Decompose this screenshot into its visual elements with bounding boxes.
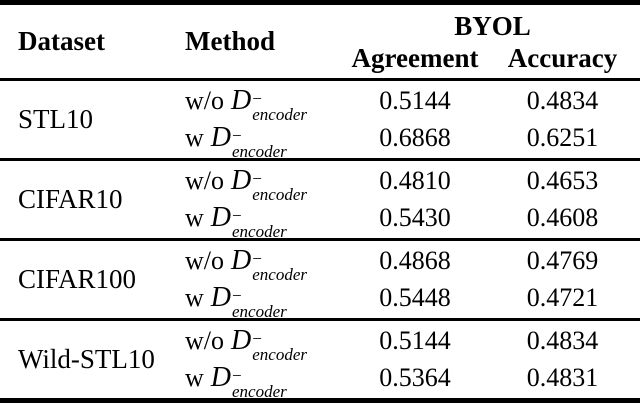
minus-superscript: − (252, 328, 262, 348)
table-section-stl10: STL10 w/o D − encoder 0.5144 0.4834 w D − enco… (0, 81, 640, 160)
table-row: w D − encoder 0.5430 0.4608 (165, 200, 640, 240)
method-label: w/o D − encoder (165, 85, 345, 123)
table-row: w/o D − encoder 0.5144 0.4834 (165, 323, 640, 363)
minus-superscript: − (232, 125, 242, 145)
d-scripts: − encoder (252, 88, 307, 124)
accuracy-value: 0.4608 (526, 203, 599, 232)
header-byol: BYOL (454, 10, 531, 41)
accuracy-value: 0.4721 (526, 283, 599, 312)
agreement-value: 0.4810 (379, 166, 451, 195)
top-rule (0, 0, 640, 5)
minus-superscript: − (252, 168, 262, 188)
table-section-cifar10: CIFAR10 w/o D − encoder 0.4810 0.4653 w D − en… (0, 161, 640, 240)
method-prefix: w (185, 123, 204, 152)
header-accuracy: Accuracy (507, 42, 618, 73)
minus-superscript: − (252, 88, 262, 108)
accuracy-value: 0.4834 (526, 326, 599, 355)
section-rows: w/o D − encoder 0.5144 0.4834 w D − encoder 0.… (165, 81, 640, 160)
method-prefix: w/o (185, 326, 224, 355)
table-header: Dataset Method BYOL Agreement Accuracy (0, 5, 640, 78)
d-scripts: − encoder (232, 125, 287, 161)
header-agreement: Agreement (351, 42, 479, 73)
accuracy-value: 0.4653 (526, 166, 599, 195)
accuracy-value: 0.6251 (526, 123, 599, 152)
dataset-label: CIFAR10 (18, 184, 123, 214)
method-label: w/o D − encoder (165, 325, 345, 363)
method-prefix: w/o (185, 166, 224, 195)
section-rows: w/o D − encoder 0.4810 0.4653 w D − encoder 0.… (165, 161, 640, 240)
method-label: w D − encoder (165, 362, 345, 400)
agreement-value: 0.5364 (379, 363, 451, 392)
agreement-value: 0.4868 (379, 246, 451, 275)
minus-superscript: − (232, 205, 242, 225)
d-scripts: − encoder (252, 248, 307, 284)
method-prefix: w/o (185, 86, 224, 115)
header-method: Method (185, 26, 275, 56)
dataset-label: STL10 (18, 104, 94, 134)
encoder-subscript: encoder (252, 185, 307, 204)
dataset-label: CIFAR100 (18, 264, 137, 294)
d-symbol: D (210, 122, 232, 153)
method-label: w/o D − encoder (165, 245, 345, 283)
header-subcolumns: Agreement Accuracy (345, 42, 640, 74)
section-rule (0, 158, 640, 161)
table-row: w D − encoder 0.5364 0.4831 (165, 360, 640, 400)
accuracy-value: 0.4834 (526, 86, 599, 115)
d-scripts: − encoder (232, 285, 287, 321)
method-prefix: w/o (185, 246, 224, 275)
agreement-value: 0.5144 (379, 86, 451, 115)
minus-superscript: − (232, 285, 242, 305)
encoder-subscript: encoder (232, 142, 287, 161)
encoder-subscript: encoder (252, 265, 307, 284)
header-byol-group: BYOL Agreement Accuracy (345, 5, 640, 78)
section-rows: w/o D − encoder 0.5144 0.4834 w D − encoder 0.… (165, 321, 640, 400)
method-label: w D − encoder (165, 122, 345, 160)
dataset-label: Wild-STL10 (18, 344, 155, 374)
section-rule (0, 318, 640, 321)
encoder-subscript: encoder (252, 105, 307, 124)
encoder-subscript: encoder (252, 345, 307, 364)
accuracy-value: 0.4831 (526, 363, 599, 392)
d-symbol: D (231, 165, 252, 196)
bottom-rule (0, 398, 640, 403)
section-rule (0, 238, 640, 241)
method-prefix: w (185, 283, 204, 312)
d-scripts: − encoder (232, 365, 287, 401)
table-row: w/o D − encoder 0.4868 0.4769 (165, 243, 640, 283)
d-symbol: D (231, 85, 252, 116)
header-dataset: Dataset (18, 26, 105, 56)
encoder-subscript: encoder (232, 222, 287, 241)
agreement-value: 0.6868 (379, 123, 451, 152)
header-rule (0, 78, 640, 81)
minus-superscript: − (252, 248, 262, 268)
minus-superscript: − (232, 365, 242, 385)
method-label: w/o D − encoder (165, 165, 345, 203)
d-scripts: − encoder (252, 168, 307, 204)
d-scripts: − encoder (232, 205, 287, 241)
d-scripts: − encoder (252, 328, 307, 364)
encoder-subscript: encoder (232, 302, 287, 321)
d-symbol: D (210, 362, 232, 393)
d-symbol: D (231, 325, 252, 356)
section-rows: w/o D − encoder 0.4868 0.4769 w D − encoder 0.… (165, 241, 640, 320)
table-section-cifar100: CIFAR100 w/o D − encoder 0.4868 0.4769 w D − e… (0, 241, 640, 320)
accuracy-value: 0.4769 (526, 246, 599, 275)
d-symbol: D (210, 202, 232, 233)
agreement-value: 0.5430 (379, 203, 451, 232)
agreement-value: 0.5144 (379, 326, 451, 355)
d-symbol: D (231, 245, 252, 276)
table-row: w/o D − encoder 0.5144 0.4834 (165, 83, 640, 123)
agreement-value: 0.5448 (379, 283, 451, 312)
method-label: w D − encoder (165, 282, 345, 320)
table-row: w D − encoder 0.5448 0.4721 (165, 280, 640, 320)
method-label: w D − encoder (165, 202, 345, 240)
encoder-subscript: encoder (232, 382, 287, 401)
d-symbol: D (210, 282, 232, 313)
table-row: w D − encoder 0.6868 0.6251 (165, 120, 640, 160)
method-prefix: w (185, 203, 204, 232)
method-prefix: w (185, 363, 204, 392)
table-row: w/o D − encoder 0.4810 0.4653 (165, 163, 640, 203)
